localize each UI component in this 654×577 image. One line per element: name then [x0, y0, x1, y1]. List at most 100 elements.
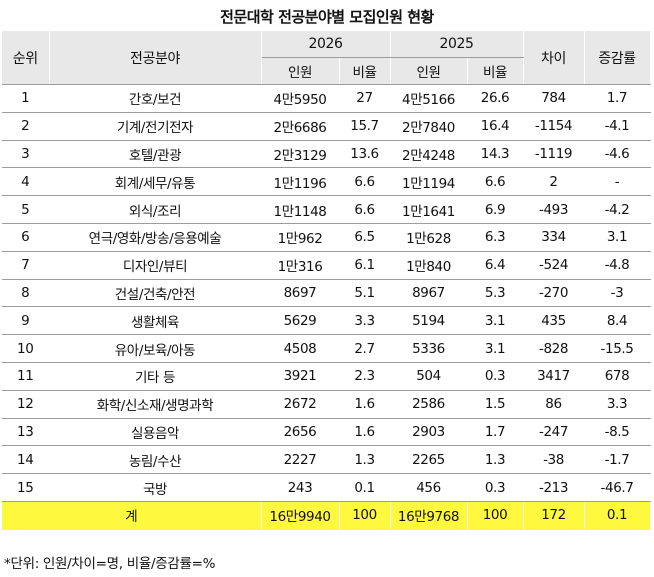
table-row: 5 외식/조리 1만1148 6.6 1만1641 6.9 -493 -4.2 [2, 195, 651, 224]
cell-2025-ratio: 16.4 [467, 112, 524, 141]
footnote: *단위: 인원/차이=명, 비율/증감률=% [4, 556, 216, 572]
cell-rank: 14 [2, 445, 50, 475]
cell-rate: 8.4 [584, 306, 651, 336]
cell-rank: 15 [2, 473, 50, 502]
cell-rank: 6 [2, 223, 50, 252]
cell-2025-count: 1만1194 [390, 167, 468, 197]
cell-rank: 11 [2, 362, 50, 391]
cell-rate: 1.7 [584, 84, 651, 113]
cell-field: 회계/세무/유통 [49, 167, 262, 197]
table-row: 4 회계/세무/유통 1만1196 6.6 1만1194 6.6 2- [2, 167, 651, 197]
cell-2026-ratio: 6.5 [339, 223, 391, 252]
recruitment-table: 순위 전공분야 2026 2025 차이 증감률 인원 비율 인원 비율 1 간호… [2, 31, 651, 530]
cell-2025-ratio: 1.7 [467, 418, 524, 447]
cell-2026-count: 1만962 [261, 223, 340, 252]
cell-diff: 784 [523, 84, 585, 113]
cell-2025-count: 2만4248 [390, 140, 468, 169]
total-rate: 0.1 [584, 501, 651, 530]
cell-2026-ratio: 6.6 [339, 195, 391, 224]
cell-rank: 2 [2, 112, 50, 141]
page-title: 전문대학 전공분야별 모집인원 현황 [220, 8, 434, 26]
cell-field: 건설/건축/안전 [49, 279, 262, 308]
total-2026-count: 16만9940 [261, 501, 340, 530]
cell-2025-count: 2586 [390, 390, 468, 419]
cell-field: 농림/수산 [49, 445, 262, 475]
cell-2026-count: 1만1196 [261, 167, 340, 197]
table-row: 13 실용음악 2656 1.6 2903 1.7 -247 -8.5 [2, 418, 651, 447]
cell-2026-count: 5629 [261, 306, 340, 336]
cell-rank: 12 [2, 390, 50, 419]
cell-field: 외식/조리 [49, 195, 262, 224]
cell-2026-ratio: 0.1 [339, 473, 391, 502]
cell-2025-ratio: 6.4 [467, 251, 524, 280]
cell-2026-count: 2227 [261, 445, 340, 475]
cell-2026-ratio: 1.6 [339, 390, 391, 419]
cell-rank: 7 [2, 251, 50, 280]
cell-field: 유아/보육/아동 [49, 334, 262, 363]
total-row: 계 16만9940 100 16만9768 100 172 0.1 [2, 501, 651, 530]
cell-2026-ratio: 3.3 [339, 306, 391, 336]
cell-rate: -15.5 [584, 334, 651, 363]
cell-rate: - [584, 167, 651, 197]
cell-2025-ratio: 26.6 [467, 84, 524, 113]
table-row: 7 디자인/뷰티 1만316 6.1 1만840 6.4 -524 -4.8 [2, 251, 651, 280]
cell-diff: 334 [523, 223, 585, 252]
cell-2025-ratio: 1.3 [467, 445, 524, 475]
cell-2026-ratio: 6.6 [339, 167, 391, 197]
cell-2026-count: 8697 [261, 279, 340, 308]
header-year-2025: 2025 [390, 31, 524, 58]
cell-rate: -4.6 [584, 140, 651, 169]
header-2025-ratio: 비율 [467, 57, 524, 85]
cell-2026-count: 243 [261, 473, 340, 502]
cell-rate: -1.7 [584, 445, 651, 475]
cell-field: 화학/신소재/생명과학 [49, 390, 262, 419]
total-2025-ratio: 100 [467, 501, 524, 530]
cell-2026-count: 2672 [261, 390, 340, 419]
table-row: 12 화학/신소재/생명과학 2672 1.6 2586 1.5 86 3.3 [2, 390, 651, 419]
cell-diff: 3417 [523, 362, 585, 391]
cell-2026-count: 3921 [261, 362, 340, 391]
cell-diff: -38 [523, 445, 585, 475]
table-row: 8 건설/건축/안전 8697 5.1 8967 5.3 -270 -3 [2, 279, 651, 308]
cell-2025-count: 2265 [390, 445, 468, 475]
cell-rate: 678 [584, 362, 651, 391]
cell-2025-ratio: 3.1 [467, 334, 524, 363]
cell-2026-ratio: 1.6 [339, 418, 391, 447]
cell-2026-ratio: 2.3 [339, 362, 391, 391]
cell-rank: 4 [2, 167, 50, 197]
header-2025-count: 인원 [390, 57, 468, 85]
cell-field: 간호/보건 [49, 84, 262, 113]
cell-diff: -1154 [523, 112, 585, 141]
total-label: 계 [2, 501, 262, 530]
cell-diff: -493 [523, 195, 585, 224]
cell-2026-count: 1만316 [261, 251, 340, 280]
cell-2025-count: 1만840 [390, 251, 468, 280]
cell-2026-ratio: 6.1 [339, 251, 391, 280]
table-row: 15 국방 243 0.1 456 0.3 -213 -46.7 [2, 473, 651, 502]
cell-2025-count: 4만5166 [390, 84, 468, 113]
cell-rank: 13 [2, 418, 50, 447]
cell-2025-ratio: 6.6 [467, 167, 524, 197]
cell-2026-count: 4508 [261, 334, 340, 363]
cell-2025-count: 456 [390, 473, 468, 502]
cell-diff: -1119 [523, 140, 585, 169]
cell-2026-ratio: 1.3 [339, 445, 391, 475]
table-row: 3 호텔/관광 2만3129 13.6 2만4248 14.3 -1119 -4.6 [2, 140, 651, 169]
cell-2026-ratio: 27 [339, 84, 391, 113]
header-2026-count: 인원 [261, 57, 340, 85]
header-diff: 차이 [523, 31, 585, 85]
cell-field: 생활체육 [49, 306, 262, 336]
cell-2026-ratio: 5.1 [339, 279, 391, 308]
cell-rate: -46.7 [584, 473, 651, 502]
table-body: 1 간호/보건 4만5950 27 4만5166 26.6 784 1.7 2 기계/전기전자 2만… [2, 84, 651, 530]
cell-rank: 3 [2, 140, 50, 169]
cell-2025-count: 1만628 [390, 223, 468, 252]
table-row: 9 생활체육 5629 3.3 5194 3.1 435 8.4 [2, 306, 651, 336]
header-rank: 순위 [2, 31, 50, 85]
cell-2025-ratio: 3.1 [467, 306, 524, 336]
cell-diff: 435 [523, 306, 585, 336]
header-row-top: 순위 전공분야 2026 2025 차이 증감률 [2, 31, 651, 85]
table-row: 2 기계/전기전자 2만6686 15.7 2만7840 16.4 -1154 -4.1 [2, 112, 651, 141]
header-field: 전공분야 [49, 31, 262, 85]
cell-rank: 1 [2, 84, 50, 113]
